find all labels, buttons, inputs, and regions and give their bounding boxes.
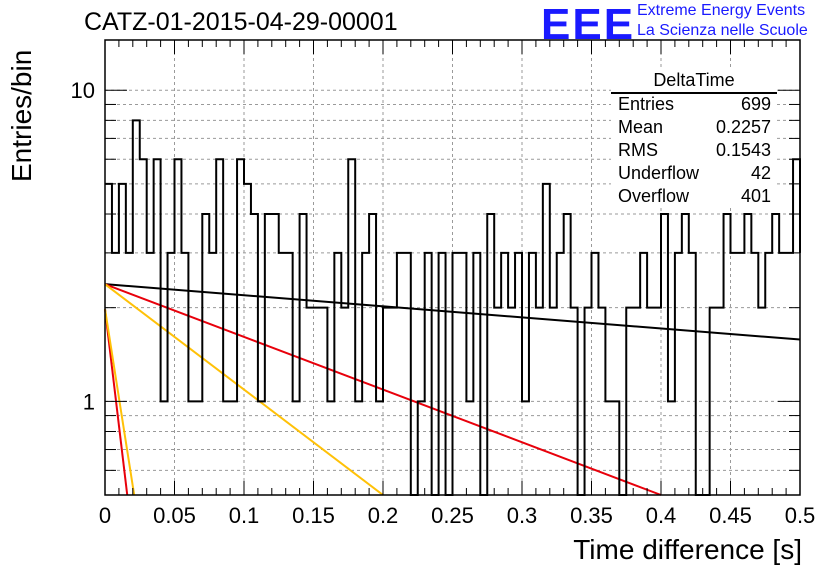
- stats-value: 401: [740, 186, 771, 206]
- y-tick-label: 10: [71, 78, 95, 103]
- histogram-line: [105, 119, 801, 496]
- x-tick-label: 0.35: [570, 503, 613, 528]
- x-tick-label: 0.5: [785, 503, 816, 528]
- stats-title: DeltaTime: [611, 70, 777, 94]
- histogram: [105, 119, 801, 496]
- stats-value: 699: [740, 94, 771, 114]
- logo-line-2: La Scienza nelle Scuole: [637, 22, 808, 39]
- x-tick-label: 0.2: [368, 503, 399, 528]
- stats-row: Entries 699: [611, 94, 777, 117]
- stats-label: RMS: [618, 140, 658, 160]
- stats-value: 0.2257: [715, 117, 771, 137]
- stats-label: Underflow: [618, 163, 700, 183]
- stats-row: Overflow 401: [611, 186, 777, 209]
- stats-value: 0.1543: [715, 140, 771, 160]
- fit-curve: [104, 283, 384, 496]
- x-tick-label: 0: [99, 503, 111, 528]
- x-tick-label: 0.15: [292, 503, 335, 528]
- stats-value: 42: [750, 163, 771, 183]
- y-tick-label: 1: [83, 389, 95, 414]
- stats-row: Underflow 42: [611, 163, 777, 186]
- x-tick-labels: 0 0.05 0.1 0.15 0.2 0.25 0.3 0.35 0.4 0.45 0.5: [99, 503, 815, 528]
- eee-logo: EEE: [541, 0, 636, 49]
- x-tick-label: 0.45: [709, 503, 752, 528]
- x-tick-label: 0.05: [153, 503, 196, 528]
- logo-line-1: Extreme Energy Events: [637, 2, 806, 19]
- stats-label: Entries: [618, 94, 675, 114]
- axis-ticks: [104, 40, 801, 496]
- x-tick-label: 0.4: [646, 503, 677, 528]
- y-axis-label: Entries/bin: [6, 49, 37, 182]
- x-tick-label: 0.1: [229, 503, 260, 528]
- stats-row: RMS 0.1543: [611, 140, 777, 163]
- y-tick-labels: 1 10: [71, 78, 95, 414]
- x-tick-label: 0.25: [431, 503, 474, 528]
- fit-curve: [104, 308, 129, 496]
- x-axis-label: Time difference [s]: [573, 534, 802, 565]
- plot-title: CATZ-01-2015-04-29-00001: [84, 8, 398, 36]
- stats-label: Mean: [618, 117, 664, 137]
- stats-label: Overflow: [618, 186, 690, 206]
- fit-curve: [104, 308, 136, 496]
- x-tick-label: 0.3: [507, 503, 538, 528]
- stats-box: DeltaTime Entries 699 Mean 0.2257 RMS 0.154…: [611, 70, 777, 206]
- stats-row: Mean 0.2257: [611, 117, 777, 140]
